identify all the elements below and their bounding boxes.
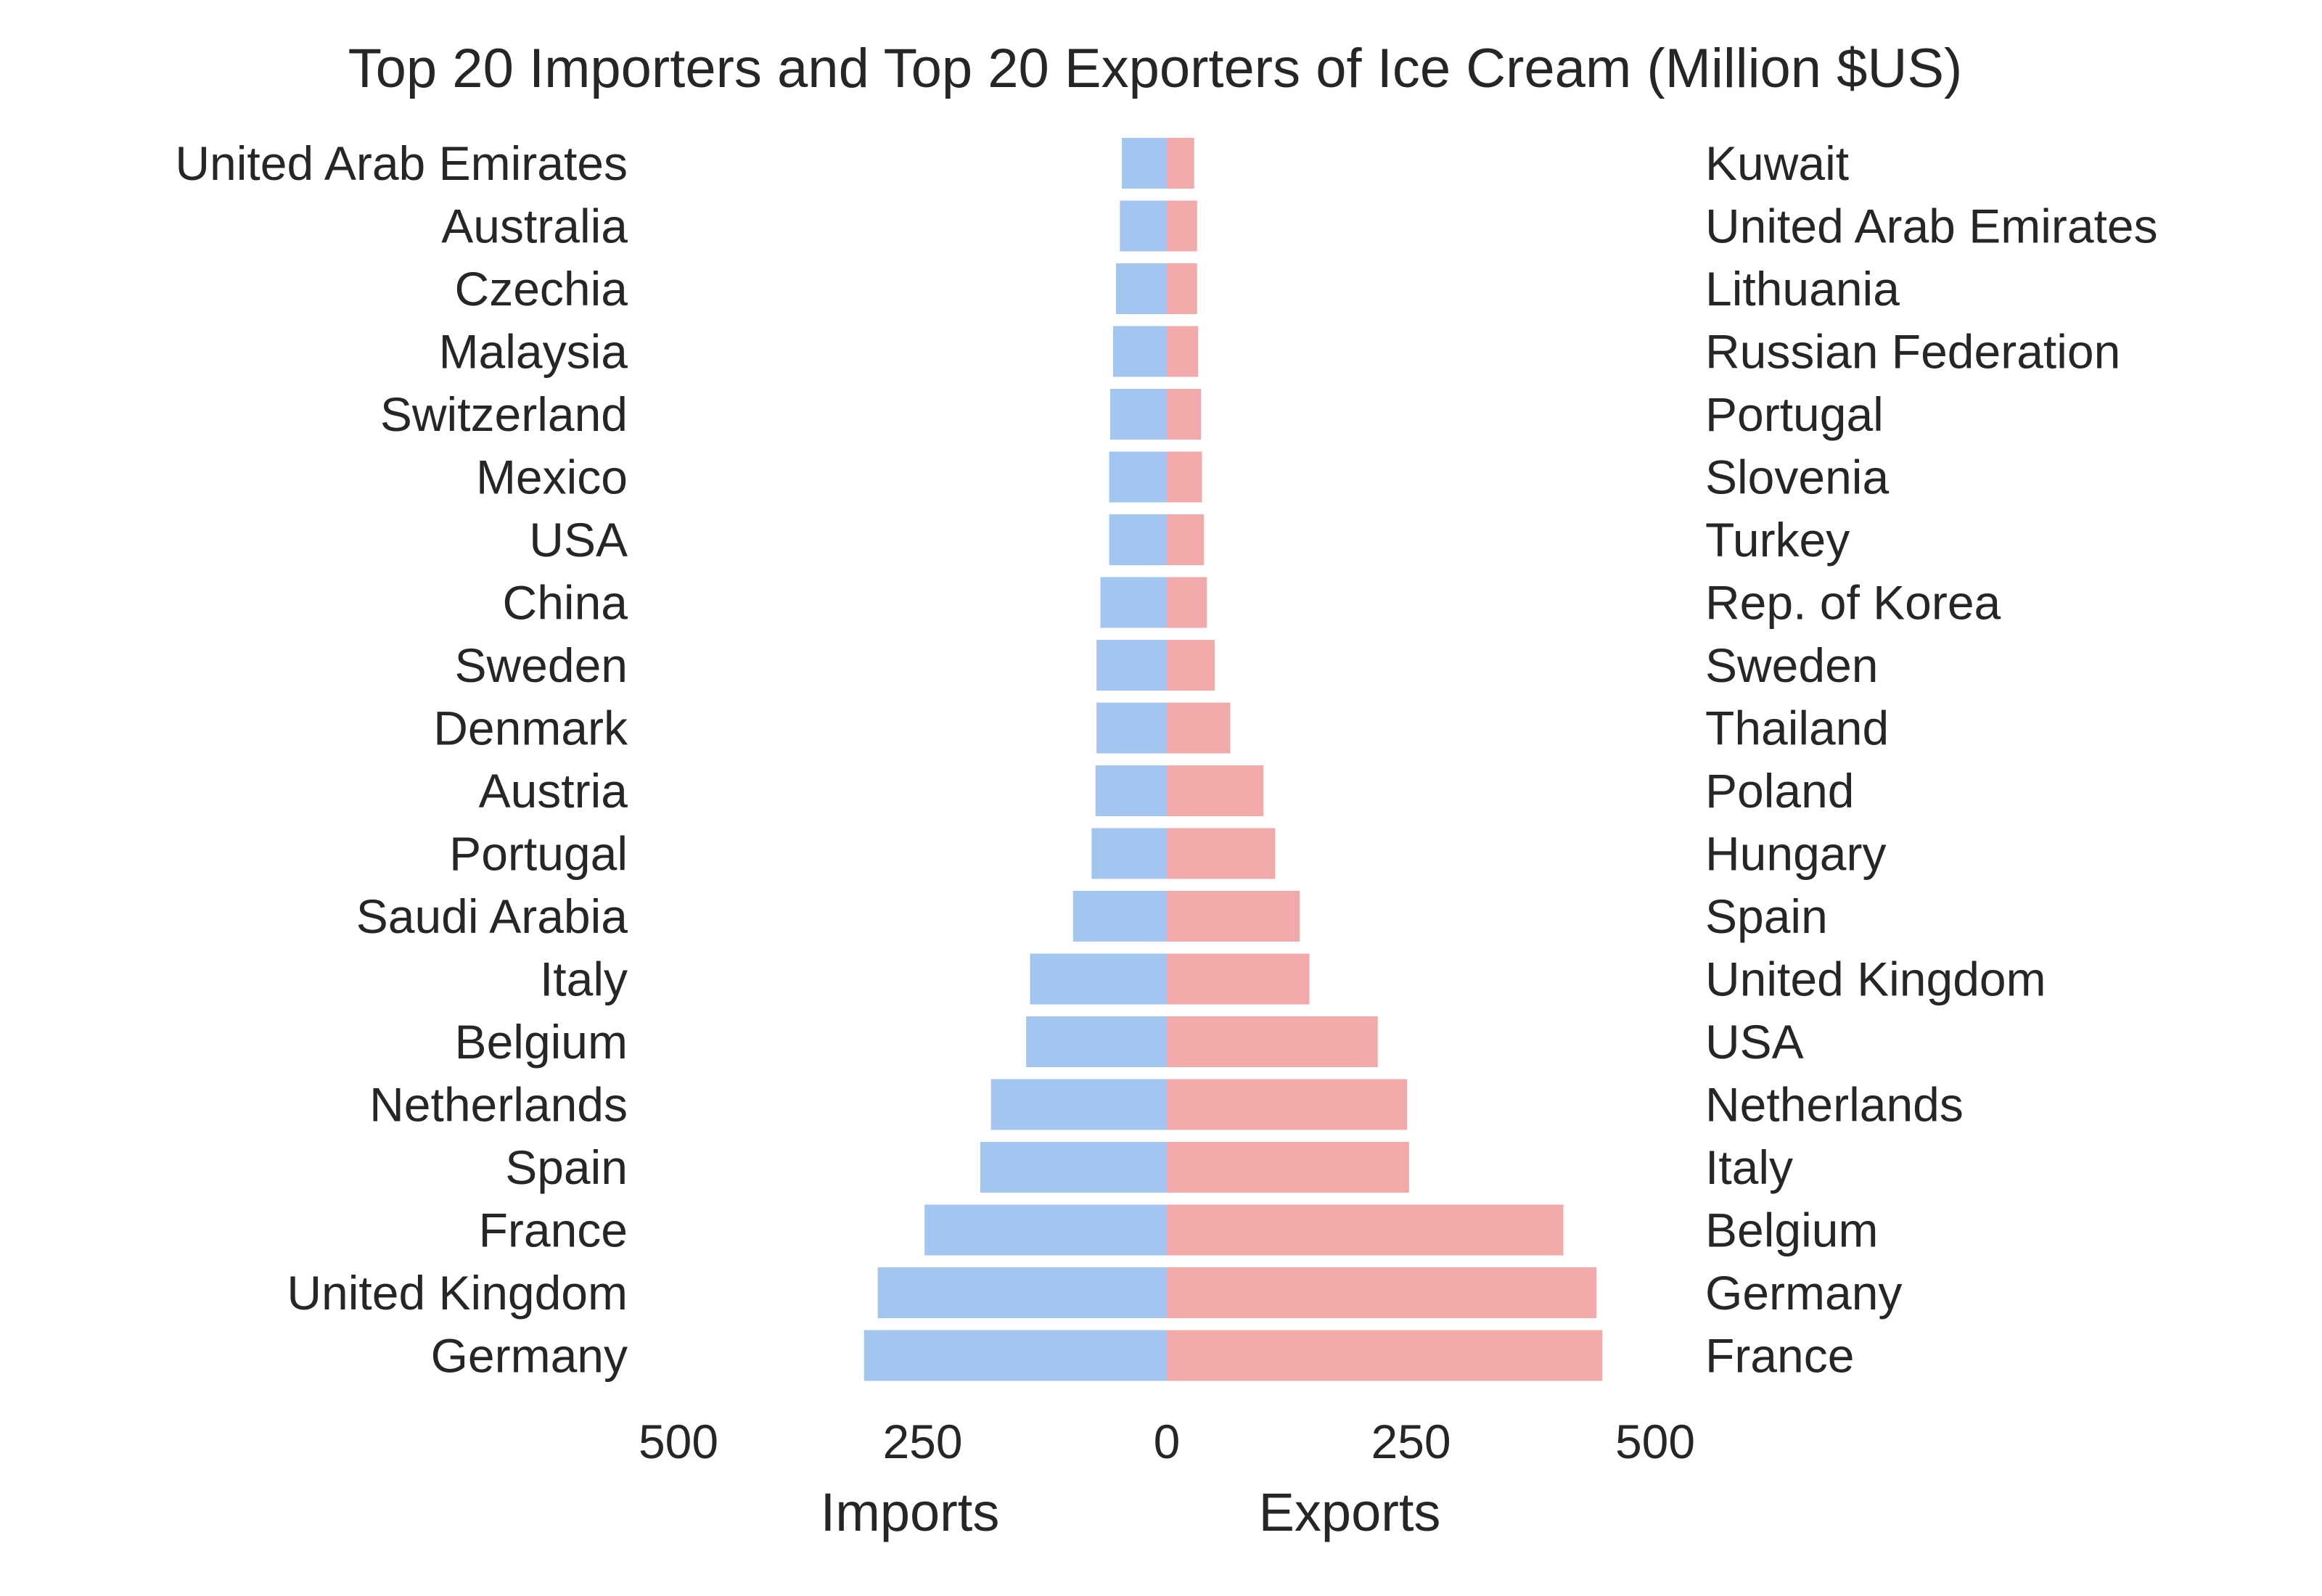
import-category-label: Germany	[431, 1329, 628, 1383]
export-bar	[1167, 1016, 1378, 1067]
export-category-label: USA	[1705, 1015, 1804, 1069]
export-bar	[1167, 577, 1207, 628]
import-bar	[1122, 138, 1167, 189]
export-category-label: Spain	[1705, 889, 1828, 943]
export-category-label: Turkey	[1705, 513, 1850, 567]
import-tick-label: 250	[882, 1415, 962, 1468]
import-bar	[1096, 640, 1167, 691]
export-category-label: Lithuania	[1705, 262, 1900, 316]
import-category-label: Italy	[540, 953, 628, 1006]
import-bar	[1030, 953, 1167, 1005]
export-tick-label: 250	[1371, 1415, 1451, 1468]
chart-title: Top 20 Importers and Top 20 Exporters of…	[348, 38, 1963, 99]
export-category-label: Thailand	[1705, 702, 1889, 755]
import-bar	[877, 1267, 1167, 1318]
import-category-labels: United Arab Emirates Australia Czechia Mala…	[175, 136, 628, 1383]
import-tick-label: 0	[1154, 1415, 1181, 1468]
import-category-label: Saudi Arabia	[356, 889, 628, 943]
imports-axis-label: Imports	[821, 1482, 1000, 1542]
export-bar	[1167, 1330, 1603, 1381]
import-category-label: Denmark	[433, 702, 628, 755]
export-category-label: Kuwait	[1705, 136, 1849, 190]
export-bar	[1167, 828, 1276, 879]
export-bar	[1167, 953, 1310, 1005]
export-bar	[1167, 200, 1197, 252]
import-category-label: United Kingdom	[287, 1266, 628, 1320]
export-tick-label: 500	[1615, 1415, 1695, 1468]
import-bar	[980, 1142, 1167, 1193]
import-category-label: Malaysia	[439, 325, 628, 379]
import-category-label: Sweden	[454, 638, 628, 692]
import-bar	[1100, 577, 1167, 628]
export-bar	[1167, 891, 1300, 942]
import-bar	[1072, 891, 1167, 942]
import-bar	[1026, 1016, 1167, 1067]
export-category-labels: Kuwait United Arab Emirates Lithuania Russi…	[1705, 136, 2158, 1383]
import-category-label: USA	[529, 513, 628, 567]
export-bar	[1167, 138, 1194, 189]
import-tick-labels: 500 250 0	[639, 1415, 1180, 1468]
import-category-label: Mexico	[476, 451, 628, 504]
import-category-label: Netherlands	[369, 1078, 628, 1132]
export-bars	[1167, 138, 1603, 1381]
export-bar	[1167, 389, 1202, 440]
import-bar	[1109, 451, 1167, 503]
export-bar	[1167, 1267, 1597, 1318]
import-category-label: United Arab Emirates	[175, 136, 628, 190]
export-bar	[1167, 1204, 1564, 1256]
import-bars	[863, 138, 1167, 1381]
export-category-label: Belgium	[1705, 1204, 1878, 1257]
import-tick-label: 500	[639, 1415, 718, 1468]
import-category-label: Switzerland	[380, 387, 628, 441]
import-category-label: Portugal	[449, 827, 628, 881]
import-bar	[1116, 263, 1167, 314]
import-bar	[1120, 200, 1167, 252]
export-bar	[1167, 263, 1197, 314]
export-category-label: Germany	[1705, 1266, 1902, 1320]
import-category-label: Australia	[441, 200, 628, 253]
import-bar	[924, 1204, 1167, 1256]
export-bar	[1167, 326, 1199, 377]
import-bar	[1109, 514, 1167, 565]
export-bar	[1167, 451, 1202, 503]
export-category-label: Italy	[1705, 1140, 1793, 1194]
import-bar	[1091, 828, 1167, 879]
export-bar	[1167, 514, 1205, 565]
import-bar	[1096, 702, 1167, 754]
import-bar	[1095, 765, 1167, 816]
export-category-label: Rep. of Korea	[1705, 576, 2001, 630]
import-bar	[990, 1079, 1167, 1130]
export-category-label: France	[1705, 1329, 1854, 1383]
export-bar	[1167, 640, 1215, 691]
exports-axis-label: Exports	[1259, 1482, 1441, 1542]
export-category-label: Poland	[1705, 764, 1855, 818]
export-bar	[1167, 765, 1264, 816]
import-bar	[863, 1330, 1167, 1381]
export-category-label: United Arab Emirates	[1705, 200, 2158, 253]
export-bar	[1167, 1079, 1408, 1130]
export-category-label: Portugal	[1705, 387, 1884, 441]
export-category-label: Hungary	[1705, 827, 1886, 881]
import-category-label: China	[503, 576, 628, 630]
import-bar	[1112, 326, 1167, 377]
export-category-label: Sweden	[1705, 638, 1879, 692]
import-category-label: Spain	[505, 1140, 628, 1194]
export-tick-labels: 250 500	[1371, 1415, 1695, 1468]
import-category-label: Austria	[479, 764, 628, 818]
import-bar	[1109, 389, 1167, 440]
export-bar	[1167, 702, 1231, 754]
export-category-label: Netherlands	[1705, 1078, 1964, 1132]
export-category-label: Russian Federation	[1705, 325, 2120, 379]
import-category-label: France	[479, 1204, 628, 1257]
import-category-label: Czechia	[455, 262, 628, 316]
export-category-label: Slovenia	[1705, 451, 1889, 504]
export-category-label: United Kingdom	[1705, 953, 2046, 1006]
export-bar	[1167, 1142, 1409, 1193]
import-category-label: Belgium	[455, 1015, 628, 1069]
